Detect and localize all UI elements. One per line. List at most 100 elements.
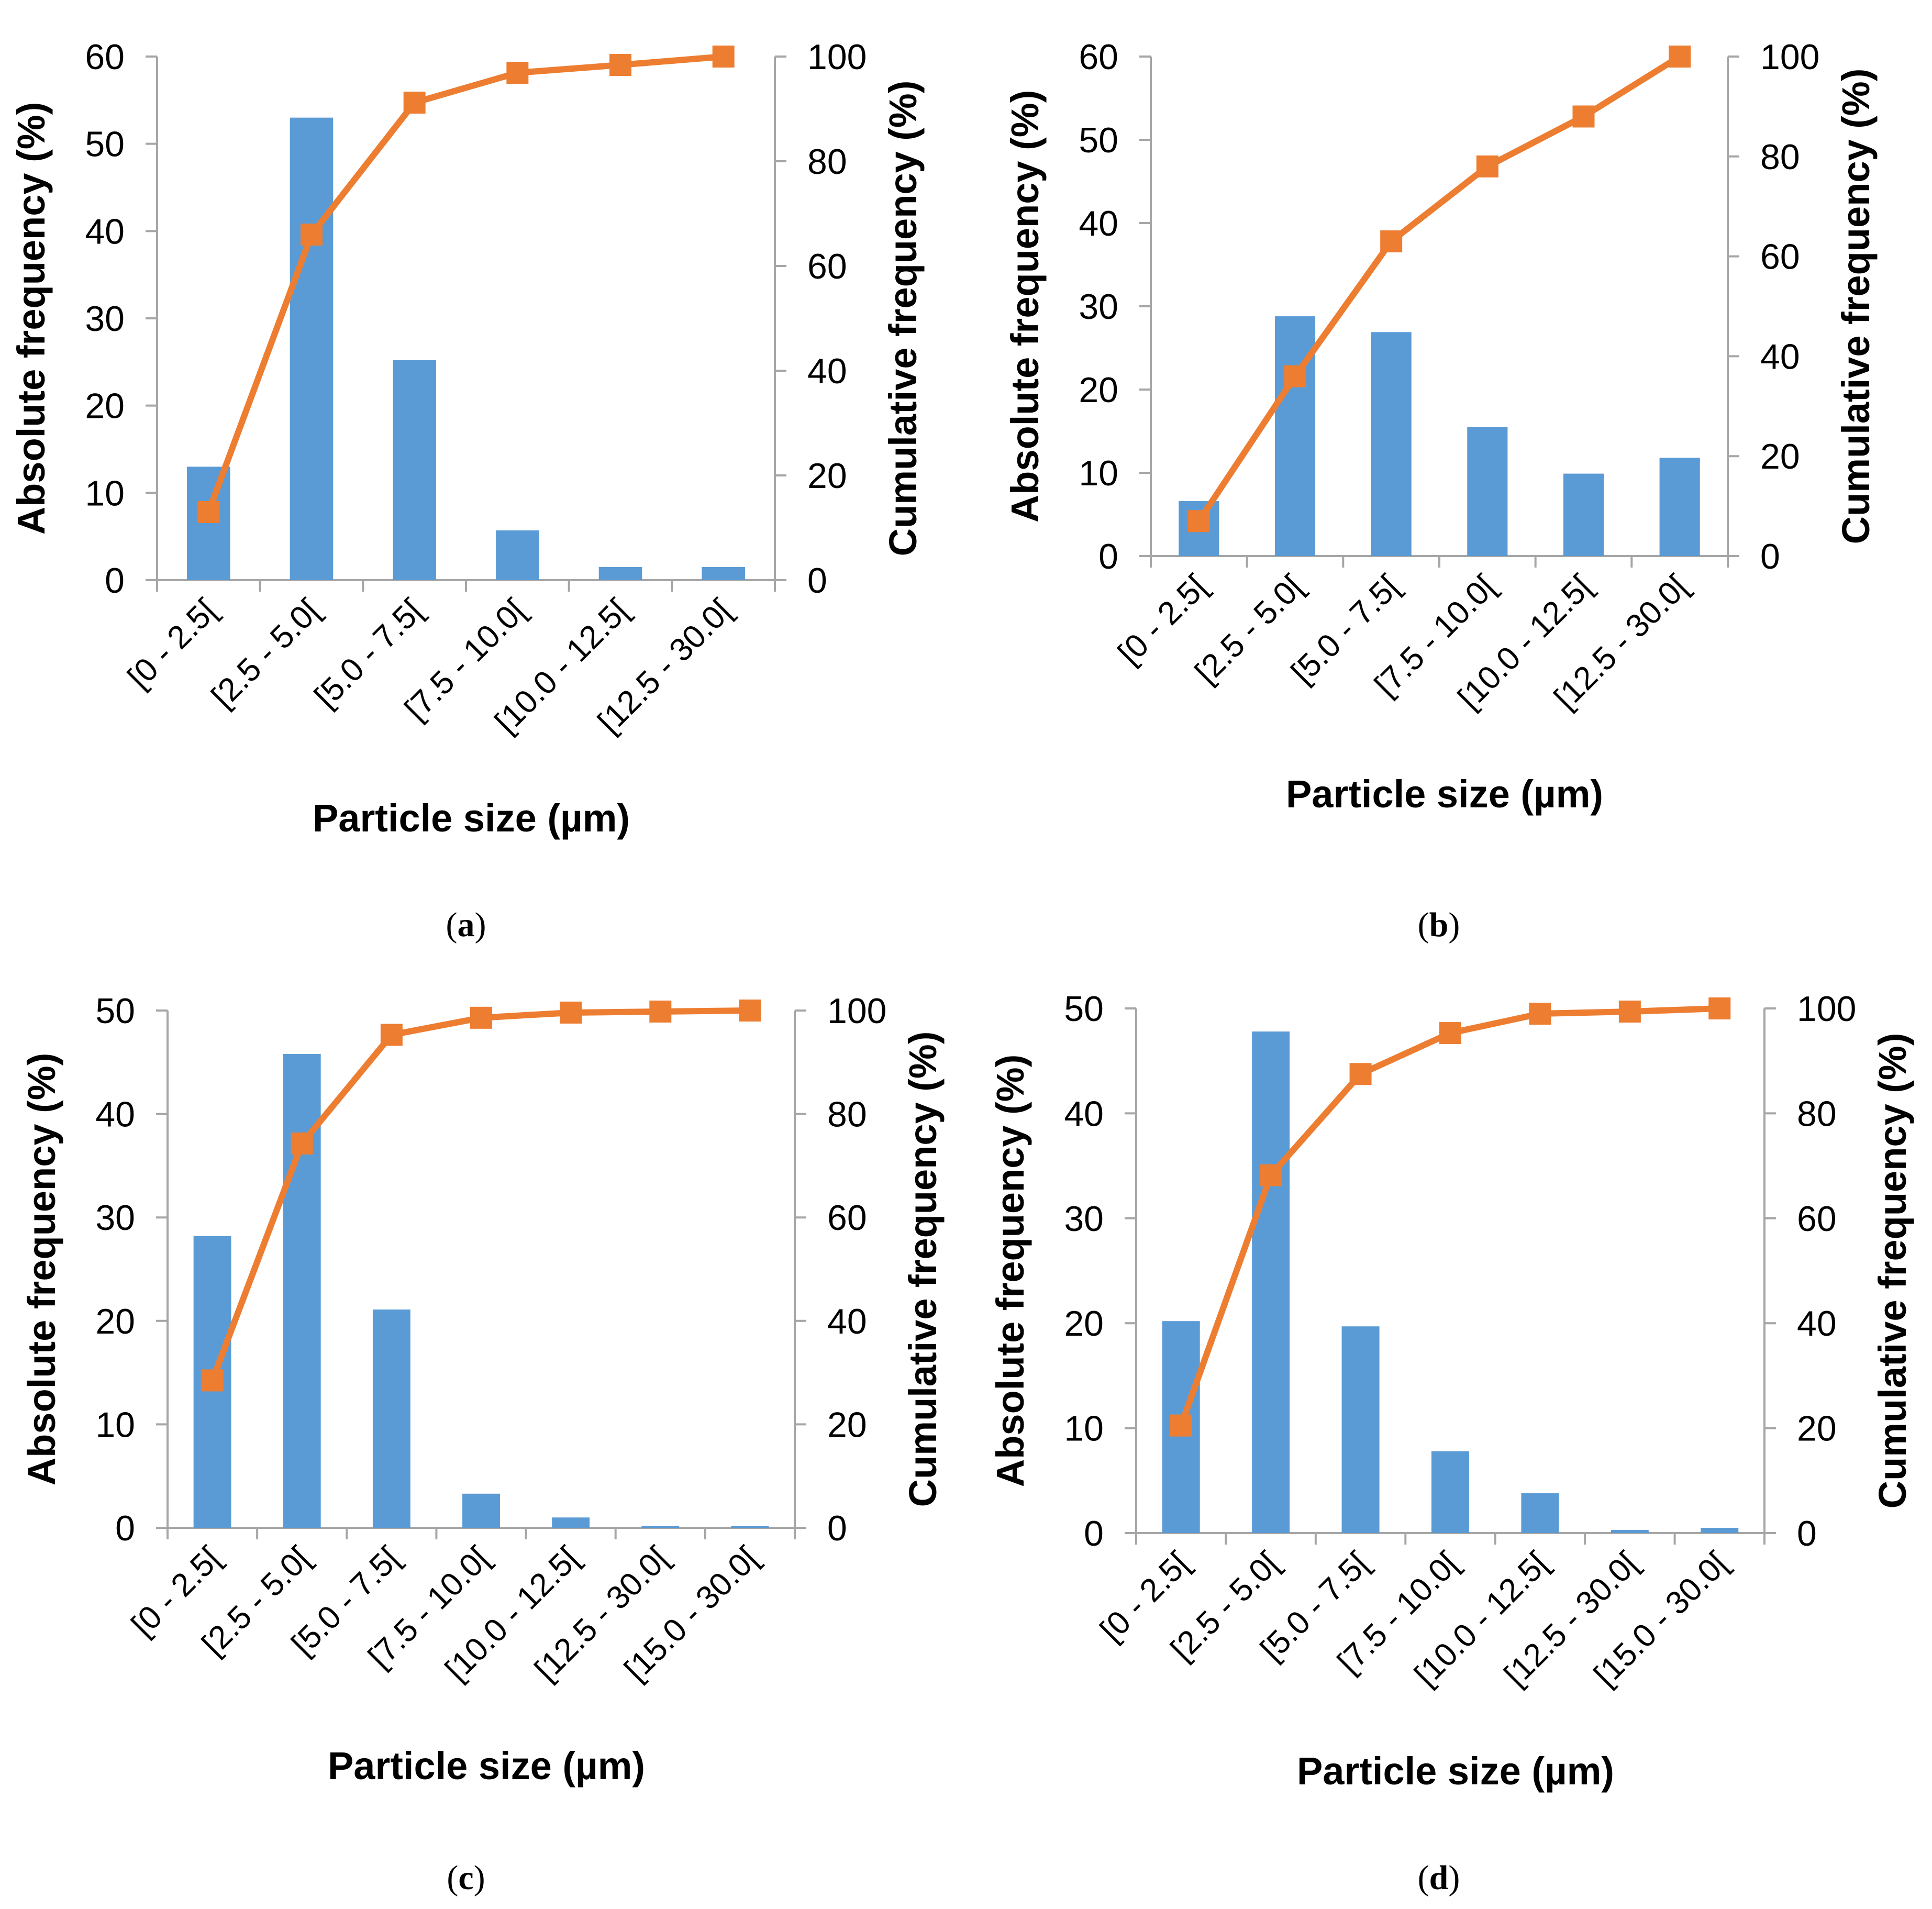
bar-absolute-frequency bbox=[598, 567, 642, 580]
line-cumulative-frequency bbox=[1196, 53, 1682, 523]
left-y-tick-label: 50 bbox=[95, 991, 135, 1031]
x-category-label: [2.5 - 5.0[ bbox=[205, 592, 327, 715]
bar-absolute-frequency bbox=[462, 1493, 500, 1528]
marker-cumulative-frequency bbox=[1476, 155, 1498, 177]
right-y-tick-label: 0 bbox=[1797, 1514, 1817, 1553]
marker-cumulative-frequency bbox=[1529, 1003, 1551, 1025]
marker-cumulative-frequency bbox=[506, 62, 529, 84]
panel-caption: (b) bbox=[1418, 906, 1460, 944]
marker-cumulative-frequency bbox=[197, 501, 220, 523]
right-y-axis-title: Cumulative frequency (%) bbox=[901, 1031, 945, 1507]
panel-caption-paren-close: ) bbox=[475, 906, 486, 944]
right-y-axis-title: Cumulative frequency (%) bbox=[1834, 69, 1878, 545]
left-y-tick-label: 60 bbox=[1079, 37, 1118, 77]
bar-absolute-frequency bbox=[702, 567, 745, 580]
left-y-axis-title: Absolute frequency (%) bbox=[20, 1053, 63, 1485]
left-y-tick-label: 20 bbox=[1064, 1304, 1104, 1344]
x-axis-title: Particle size (µm) bbox=[1297, 1749, 1614, 1793]
marker-cumulative-frequency bbox=[1572, 105, 1595, 128]
left-y-tick-label: 10 bbox=[85, 473, 125, 513]
right-y-tick-label: 40 bbox=[1760, 337, 1800, 376]
left-y-tick-label: 30 bbox=[85, 299, 125, 339]
right-y-tick-label: 0 bbox=[1760, 537, 1780, 576]
bar-absolute-frequency bbox=[1252, 1031, 1290, 1533]
right-y-tick-label: 100 bbox=[1760, 37, 1819, 77]
marker-cumulative-frequency bbox=[609, 54, 631, 76]
left-y-axis-title: Absolute frequency (%) bbox=[989, 1055, 1032, 1487]
bar-absolute-frequency bbox=[1701, 1527, 1739, 1533]
x-axis-title: Particle size (µm) bbox=[313, 796, 630, 840]
right-y-tick-label: 20 bbox=[827, 1405, 867, 1445]
marker-cumulative-frequency bbox=[1349, 1063, 1372, 1085]
x-axis-title: Particle size (µm) bbox=[1286, 772, 1603, 816]
bar-absolute-frequency bbox=[1467, 427, 1508, 556]
panel-caption-paren-close: ) bbox=[1448, 906, 1460, 944]
marker-cumulative-frequency bbox=[291, 1132, 313, 1155]
right-y-tick-label: 60 bbox=[827, 1198, 867, 1238]
chart-panel-a: 0 10 20 30 40 50 60 0 20 40 60 80 100 [0 - 2.5[[2.5 -… bbox=[9, 37, 925, 944]
left-y-tick-label: 10 bbox=[95, 1405, 135, 1445]
left-y-tick-label: 10 bbox=[1079, 453, 1118, 493]
bar-absolute-frequency bbox=[496, 530, 539, 580]
marker-cumulative-frequency bbox=[201, 1369, 224, 1392]
panel-caption-letter: b bbox=[1429, 906, 1449, 944]
left-y-tick-label: 0 bbox=[105, 561, 125, 601]
left-y-tick-label: 50 bbox=[85, 125, 125, 164]
bar-absolute-frequency bbox=[187, 467, 230, 580]
right-y-tick-label: 0 bbox=[827, 1508, 847, 1548]
bar-absolute-frequency bbox=[1341, 1326, 1380, 1533]
right-y-axis-title: Cumulative frequency (%) bbox=[881, 81, 925, 557]
marker-cumulative-frequency bbox=[301, 224, 323, 246]
panel-caption-letter: a bbox=[458, 906, 475, 944]
right-y-tick-label: 0 bbox=[807, 561, 827, 601]
left-y-axis-title: Absolute frequency (%) bbox=[1003, 90, 1047, 523]
left-y-tick-label: 40 bbox=[85, 212, 125, 251]
left-y-tick-label: 20 bbox=[95, 1302, 135, 1341]
left-y-tick-label: 60 bbox=[85, 37, 125, 77]
left-y-tick-label: 50 bbox=[1064, 989, 1104, 1029]
bar-absolute-frequency bbox=[1611, 1529, 1649, 1533]
bar-absolute-frequency bbox=[372, 1309, 410, 1528]
marker-cumulative-frequency bbox=[649, 1000, 672, 1023]
left-y-tick-label: 40 bbox=[95, 1095, 135, 1135]
right-y-axis-title: Cumulative frequency (%) bbox=[1871, 1033, 1914, 1509]
right-y-tick-label: 40 bbox=[807, 351, 847, 391]
panel-caption-letter: d bbox=[1429, 1859, 1449, 1897]
marker-cumulative-frequency bbox=[560, 1001, 582, 1024]
panel-caption-paren-open: ( bbox=[1418, 1859, 1429, 1897]
marker-cumulative-frequency bbox=[1439, 1022, 1461, 1045]
panel-caption: (d) bbox=[1418, 1859, 1460, 1897]
right-y-tick-label: 100 bbox=[1797, 989, 1856, 1029]
left-y-tick-label: 30 bbox=[95, 1198, 135, 1238]
right-y-tick-label: 20 bbox=[1760, 437, 1800, 476]
left-y-tick-label: 50 bbox=[1079, 120, 1118, 160]
right-y-tick-label: 20 bbox=[1797, 1409, 1837, 1449]
left-y-axis-title: Absolute frequency (%) bbox=[9, 102, 53, 535]
left-y-tick-label: 20 bbox=[85, 386, 125, 426]
right-y-tick-label: 100 bbox=[827, 991, 886, 1031]
marker-cumulative-frequency bbox=[470, 1006, 492, 1029]
right-y-tick-label: 40 bbox=[827, 1302, 867, 1341]
marker-cumulative-frequency bbox=[1260, 1164, 1282, 1186]
marker-cumulative-frequency bbox=[739, 1000, 761, 1022]
right-y-tick-label: 60 bbox=[807, 247, 847, 286]
left-y-tick-label: 30 bbox=[1079, 287, 1118, 327]
left-y-tick-label: 30 bbox=[1064, 1199, 1104, 1239]
left-y-tick-label: 0 bbox=[115, 1508, 135, 1548]
bar-absolute-frequency bbox=[1563, 473, 1604, 556]
right-y-tick-label: 100 bbox=[807, 37, 867, 77]
panel-caption-paren-open: ( bbox=[446, 906, 458, 944]
marker-cumulative-frequency bbox=[1284, 365, 1306, 387]
bar-absolute-frequency bbox=[1371, 332, 1412, 556]
marker-cumulative-frequency bbox=[403, 92, 426, 114]
marker-cumulative-frequency bbox=[1187, 510, 1210, 532]
panel-caption: (c) bbox=[447, 1859, 485, 1897]
right-y-tick-label: 80 bbox=[1797, 1094, 1837, 1134]
bar-absolute-frequency bbox=[393, 360, 436, 580]
panel-caption-paren-open: ( bbox=[1418, 906, 1429, 944]
bar-absolute-frequency bbox=[290, 117, 334, 580]
